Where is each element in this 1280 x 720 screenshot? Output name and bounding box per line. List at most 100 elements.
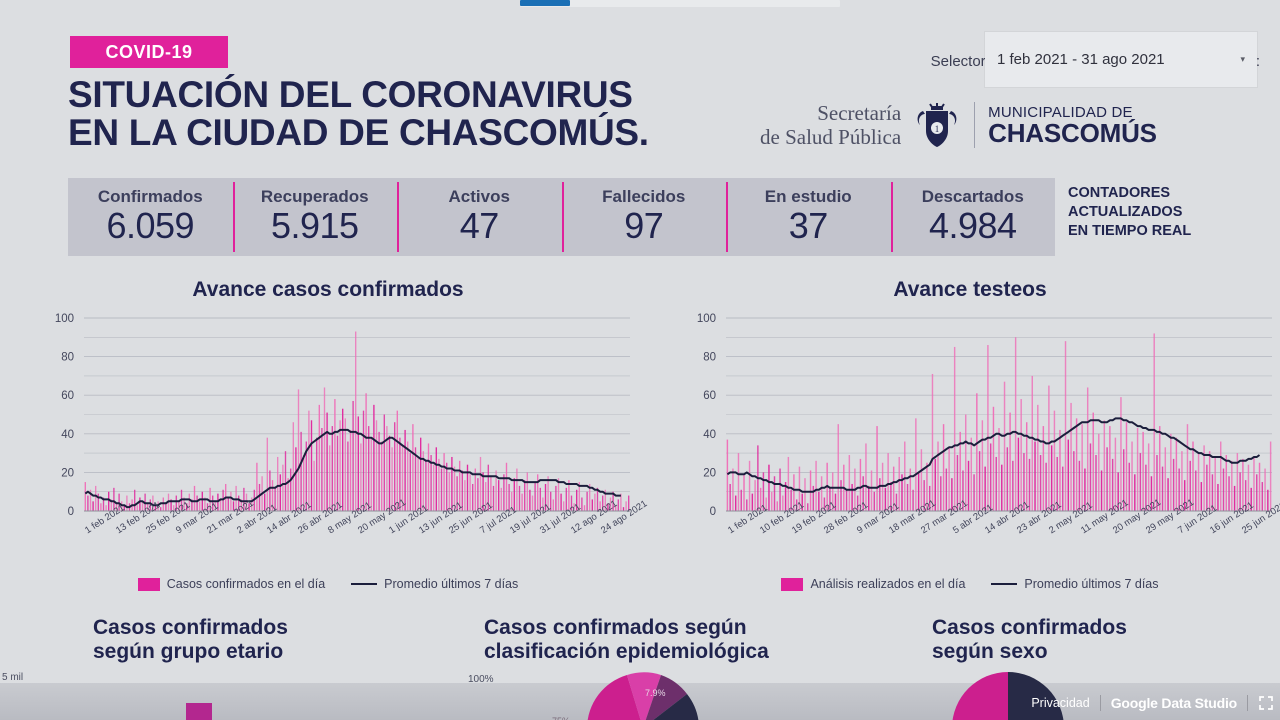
legend-item[interactable]: Promedio últimos 7 días xyxy=(991,577,1159,591)
chart-bar xyxy=(552,499,554,511)
chart-bar xyxy=(956,455,959,511)
svg-text:80: 80 xyxy=(61,352,74,364)
chart-bar xyxy=(388,435,391,511)
chart-bar xyxy=(1253,456,1255,511)
chart-bar xyxy=(953,346,956,511)
chart-bar xyxy=(521,493,523,511)
pie-clasificacion-epidemiologica[interactable] xyxy=(553,672,733,720)
municipal-shield-icon: 1 xyxy=(913,99,961,151)
svg-text:0: 0 xyxy=(710,506,716,518)
chart-bar xyxy=(547,476,549,511)
chart-bar xyxy=(790,489,792,511)
pie-casos-segun-sexo[interactable] xyxy=(918,672,1098,720)
chart-bar xyxy=(1006,447,1009,511)
svg-text:100: 100 xyxy=(55,313,74,325)
date-range-selector[interactable]: 1 feb 2021 - 31 ago 2021 ▾ xyxy=(985,32,1257,87)
chart-bar xyxy=(920,449,923,511)
chart-bar xyxy=(573,503,575,511)
chart-bar xyxy=(940,476,942,511)
stat-label: Activos xyxy=(448,187,510,206)
chart-bar xyxy=(160,507,162,511)
chart-bar xyxy=(126,495,128,511)
legend-item[interactable]: Promedio últimos 7 días xyxy=(351,577,518,591)
chart-bar xyxy=(474,468,476,511)
chart-bar xyxy=(1258,462,1261,511)
chart-bar xyxy=(1075,418,1078,511)
footer-divider xyxy=(1099,695,1101,711)
plot-testeos[interactable]: 0 20 40 60 80 100 xyxy=(660,310,1280,525)
chart-bar xyxy=(1242,458,1244,511)
chart-bar xyxy=(779,468,781,511)
chart-bar xyxy=(942,424,945,511)
chart-bar xyxy=(967,460,970,511)
chart-bar xyxy=(534,482,536,511)
chart-bar xyxy=(1045,462,1047,511)
chart-bar xyxy=(326,412,328,511)
chart-bar xyxy=(219,499,222,511)
chart-average-line xyxy=(84,428,621,509)
chart-bar xyxy=(526,472,528,511)
chart-bar xyxy=(981,420,984,511)
stat-cell-confirmados: Confirmados 6.059 xyxy=(68,178,233,256)
chart-bar xyxy=(1172,458,1175,511)
chart-bar xyxy=(845,489,848,511)
chart-bar xyxy=(782,495,784,511)
privacy-link[interactable]: Privacidad xyxy=(1031,696,1090,710)
chart-bar xyxy=(620,493,622,511)
chart-bar xyxy=(1164,447,1167,511)
legend-item[interactable]: Casos confirmados en el día xyxy=(137,577,325,591)
chart-bar xyxy=(1014,337,1017,511)
chart-bar xyxy=(746,499,748,511)
fullscreen-expand-icon[interactable] xyxy=(1258,695,1274,711)
chart-bar xyxy=(472,483,474,511)
chart-bar xyxy=(134,489,136,511)
chart-bar xyxy=(743,474,745,511)
chart-bar xyxy=(1222,468,1225,511)
chart-bar xyxy=(734,495,737,511)
chart-bar xyxy=(751,493,754,511)
svg-text:0: 0 xyxy=(68,506,74,518)
stat-value: 4.984 xyxy=(928,205,1017,246)
chart-bar xyxy=(347,441,349,511)
page-scroll-indicator xyxy=(0,0,1280,8)
chart-bar xyxy=(477,478,479,511)
chart-bar xyxy=(1228,476,1230,511)
chart-bar xyxy=(928,485,931,511)
chart-bar xyxy=(793,474,795,511)
chart-bar xyxy=(591,499,593,511)
chart-panel-testeos: Avance testeos 0 20 40 60 80 100 1 feb 2021 10… xyxy=(660,278,1280,608)
chart-bar xyxy=(287,478,289,511)
chart-bar xyxy=(258,483,261,511)
chart-bar xyxy=(884,487,887,511)
chart-svg: 0 20 40 60 80 100 xyxy=(55,313,630,518)
grupo-etario-line2: según grupo etario xyxy=(93,640,284,663)
chart-panel-casos-confirmados: Avance casos confirmados 0 20 40 60 80 100 1 … xyxy=(18,278,649,608)
chart-bar xyxy=(848,455,851,511)
scroll-thumb[interactable] xyxy=(520,0,570,6)
legend-item[interactable]: Análisis realizados en el día xyxy=(781,577,965,591)
plot-casos-confirmados[interactable]: 0 20 40 60 80 100 xyxy=(18,310,638,525)
chart-bar xyxy=(232,501,235,511)
chart-bar xyxy=(998,428,1000,511)
chart-bar xyxy=(1128,462,1130,511)
chart-bar xyxy=(1236,453,1239,511)
chart-bar xyxy=(1073,451,1075,511)
stat-value: 97 xyxy=(624,205,664,246)
chart-bar xyxy=(1153,333,1155,511)
chart-bar xyxy=(1161,466,1164,511)
axis-label-75pct: 75% xyxy=(552,716,570,720)
chart-bar xyxy=(1225,455,1227,511)
chart-bar xyxy=(851,483,853,511)
chart-bar xyxy=(498,480,500,511)
chart-bar xyxy=(352,400,354,511)
chart-bar xyxy=(765,497,767,511)
scroll-track[interactable] xyxy=(520,0,840,7)
chart-bar xyxy=(602,495,604,511)
chart-bar xyxy=(622,507,625,511)
chart-bar xyxy=(909,468,912,511)
chart-bar xyxy=(1034,441,1036,511)
chart-bar xyxy=(1181,451,1183,511)
stat-value: 5.915 xyxy=(270,205,359,246)
chart-bar xyxy=(178,501,180,511)
chart-bar xyxy=(1175,437,1178,511)
